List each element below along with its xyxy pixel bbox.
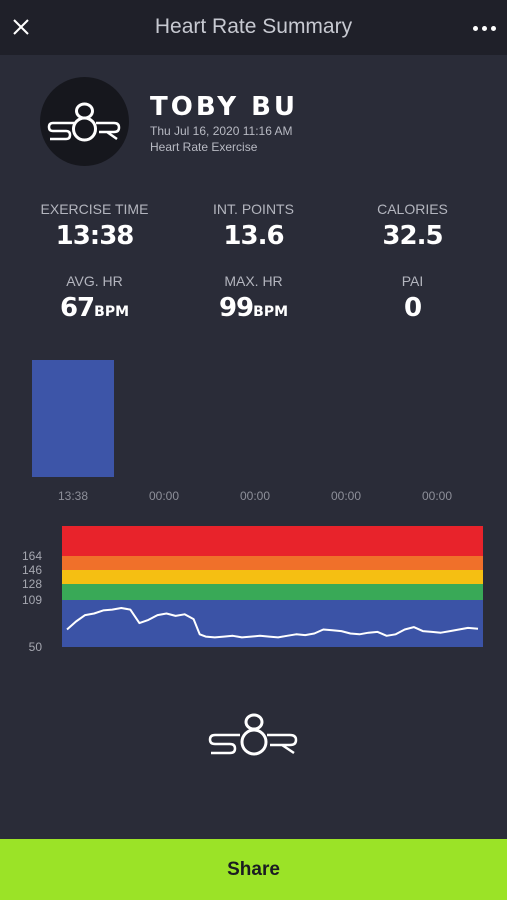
stat-label: MAX. HR: [224, 273, 283, 289]
stat-avg-hr: AVG. HR 67BPM: [10, 273, 179, 323]
share-button[interactable]: Share: [0, 839, 507, 900]
avatar: [40, 77, 129, 166]
stat-value: 32.5: [382, 221, 443, 251]
hr-zone-band: [62, 570, 483, 584]
stat-value: 13:38: [55, 221, 135, 251]
x-tick-label: 00:00: [240, 489, 270, 503]
hr-zone-band: [62, 556, 483, 570]
x-tick-label: 13:38: [58, 489, 88, 503]
s8r-logo-icon: [47, 102, 121, 142]
stat-label: EXERCISE TIME: [40, 201, 149, 217]
hr-zone-band: [62, 600, 483, 647]
user-name: TOBY BU: [150, 92, 299, 122]
x-tick-label: 00:00: [149, 489, 179, 503]
more-horizontal-icon: [490, 25, 496, 31]
heart-rate-line: [66, 607, 479, 639]
y-tick-label: 128: [22, 577, 42, 591]
session-type: Heart Rate Exercise: [150, 140, 258, 154]
more-horizontal-icon: [481, 25, 487, 31]
stat-label: AVG. HR: [66, 273, 123, 289]
stat-unit: BPM: [94, 304, 130, 320]
stat-value: 0: [403, 293, 422, 323]
stat-value: 99BPM: [218, 293, 289, 323]
x-tick-label: 00:00: [331, 489, 361, 503]
stat-label: INT. POINTS: [213, 201, 294, 217]
close-icon: [13, 19, 29, 35]
y-tick-label: 164: [22, 549, 42, 563]
page-title: Heart Rate Summary: [154, 15, 353, 38]
exercise-time-bar-chart: 13:38 00:00 00:00 00:00 00:00: [32, 360, 452, 503]
stat-pai: PAI 0: [328, 273, 497, 323]
stat-max-hr: MAX. HR 99BPM: [169, 273, 338, 323]
s8r-footer-logo-icon: [208, 713, 298, 756]
stat-exercise-time: EXERCISE TIME 13:38: [10, 201, 179, 251]
y-tick-label: 109: [22, 593, 42, 607]
x-tick-label: 00:00: [422, 489, 452, 503]
stat-label: CALORIES: [377, 201, 448, 217]
hr-zone-band: [62, 526, 483, 556]
session-date: Thu Jul 16, 2020 11:16 AM: [150, 124, 293, 138]
stat-value: 13.6: [223, 221, 284, 251]
y-tick-label: 50: [29, 640, 43, 654]
stat-calories: CALORIES 32.5: [328, 201, 497, 251]
bar: [32, 360, 114, 477]
stat-int-points: INT. POINTS 13.6: [169, 201, 338, 251]
stat-label: PAI: [401, 273, 424, 289]
close-button[interactable]: [6, 12, 36, 42]
stat-unit: BPM: [253, 304, 289, 320]
y-tick-label: 146: [22, 563, 42, 577]
more-horizontal-icon: [472, 25, 478, 31]
stat-value: 67BPM: [59, 293, 130, 323]
hr-zone-band: [62, 584, 483, 600]
top-bar: Heart Rate Summary: [0, 0, 507, 55]
more-options-button[interactable]: [467, 13, 501, 43]
